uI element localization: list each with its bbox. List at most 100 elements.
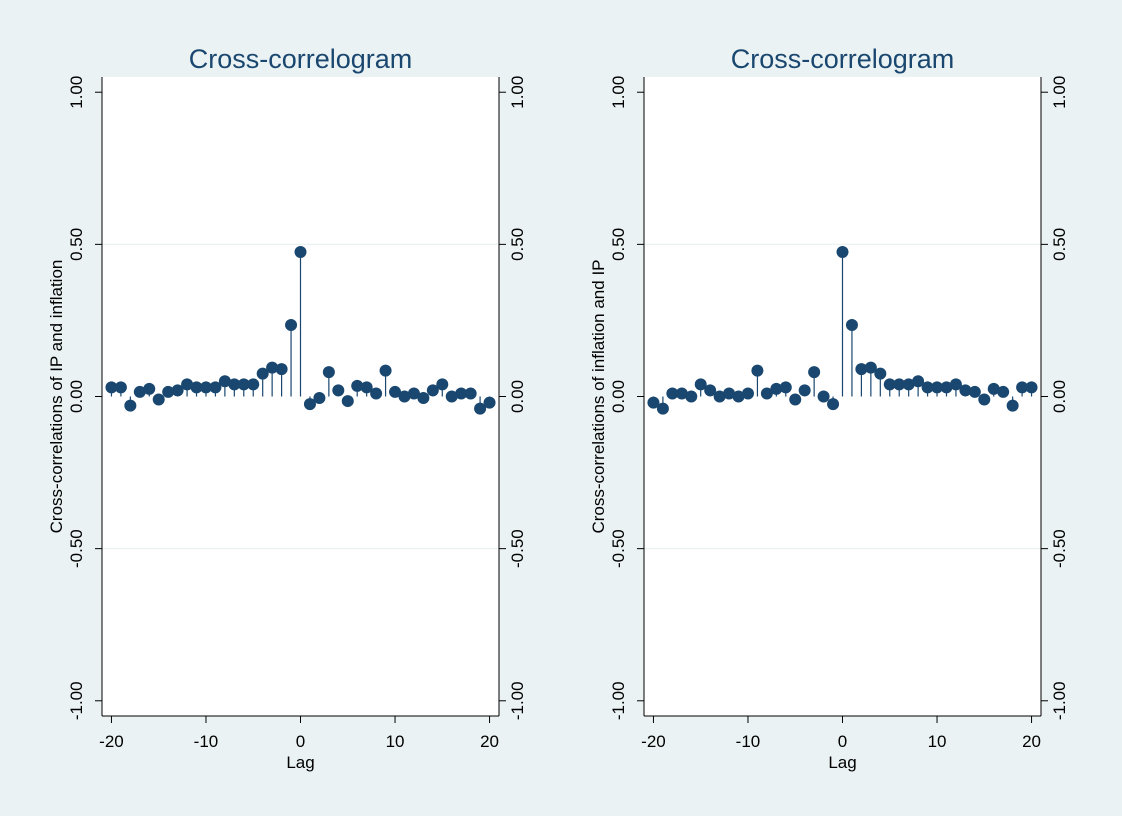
y-tick-label-right: -1.00 (508, 681, 527, 720)
data-point (332, 384, 345, 397)
data-point (1006, 399, 1019, 412)
data-point (370, 387, 383, 400)
y-tick-label-left: 0.00 (609, 380, 628, 413)
data-point (732, 390, 745, 403)
data-point (474, 402, 487, 415)
data-point (455, 387, 468, 400)
x-axis-title: Lag (828, 753, 856, 772)
y-tick-label-right: 0.50 (508, 228, 527, 261)
data-point (426, 384, 439, 397)
data-point (237, 378, 250, 391)
data-point (751, 364, 764, 377)
x-tick-label: 20 (1022, 732, 1041, 751)
data-point (190, 381, 203, 394)
data-point (171, 384, 184, 397)
chart-title: Cross-correlogram (731, 44, 955, 74)
y-tick-label-left: 0.50 (609, 228, 628, 261)
data-point (741, 387, 754, 400)
x-tick-label: -20 (641, 732, 666, 751)
data-point (256, 367, 269, 380)
data-point (407, 387, 420, 400)
x-tick-label: -10 (194, 732, 219, 751)
x-axis-title: Lag (286, 753, 314, 772)
y-tick-label-left: 1.00 (609, 76, 628, 109)
data-point (704, 384, 717, 397)
data-point (864, 361, 877, 374)
left-correlogram-panel: -1.00 -1.00 -0.50 -0.50 0.00 0.00 0.50 0.50 1.00… (47, 44, 527, 772)
data-point (713, 390, 726, 403)
y-tick-label-right: 1.00 (1050, 76, 1069, 109)
data-point (313, 392, 326, 405)
y-tick-label-right: -0.50 (508, 529, 527, 568)
data-point (874, 367, 887, 380)
data-point (1016, 381, 1029, 394)
data-point (445, 390, 458, 403)
data-point (228, 378, 241, 391)
data-point (114, 381, 127, 394)
y-tick-label-right: 1.00 (508, 76, 527, 109)
x-tick-label: 0 (838, 732, 847, 751)
data-point (247, 378, 260, 391)
data-point (162, 385, 175, 398)
data-point (855, 363, 868, 376)
data-point (341, 395, 354, 408)
data-point (351, 379, 364, 392)
data-point (464, 387, 477, 400)
data-point (436, 378, 449, 391)
data-point (181, 378, 194, 391)
right-correlogram-panel: -1.00 -1.00 -0.50 -0.50 0.00 0.00 0.50 0.50 1.00… (589, 44, 1069, 772)
data-point (836, 245, 849, 258)
data-point (827, 398, 840, 411)
data-point (294, 245, 307, 258)
x-tick-label: 10 (928, 732, 947, 751)
y-tick-label-left: -1.00 (609, 681, 628, 720)
data-point (389, 385, 402, 398)
data-point (921, 381, 934, 394)
data-point (218, 375, 231, 388)
data-point (133, 385, 146, 398)
y-tick-label-left: 0.00 (67, 380, 86, 413)
data-point (105, 381, 118, 394)
y-tick-label-right: -1.00 (1050, 681, 1069, 720)
y-tick-label-right: -0.50 (1050, 529, 1069, 568)
data-point (883, 378, 896, 391)
data-point (845, 318, 858, 331)
data-point (417, 392, 430, 405)
data-point (398, 390, 411, 403)
data-point (199, 381, 212, 394)
y-tick-label-right: 0.50 (1050, 228, 1069, 261)
x-tick-label: 0 (296, 732, 305, 751)
x-tick-label: -10 (736, 732, 761, 751)
data-point (940, 381, 953, 394)
y-tick-label-left: -0.50 (609, 529, 628, 568)
data-point (808, 366, 821, 379)
y-axis-title: Cross-correlations of inflation and IP (589, 259, 608, 533)
data-point (959, 384, 972, 397)
y-tick-label-left: 1.00 (67, 76, 86, 109)
data-point (483, 396, 496, 409)
y-axis-title: Cross-correlations of IP and inflation (47, 260, 66, 534)
data-point (360, 381, 373, 394)
data-point (760, 387, 773, 400)
data-point (931, 381, 944, 394)
data-point (685, 390, 698, 403)
data-point (275, 363, 288, 376)
data-point (770, 382, 783, 395)
data-point (997, 385, 1010, 398)
data-point (694, 378, 707, 391)
y-tick-label-right: 0.00 (508, 380, 527, 413)
x-tick-label: 20 (480, 732, 499, 751)
chart-title: Cross-correlogram (189, 44, 413, 74)
data-point (379, 364, 392, 377)
y-tick-label-left: 0.50 (67, 228, 86, 261)
y-tick-label-left: -0.50 (67, 529, 86, 568)
data-point (647, 396, 660, 409)
data-point (968, 385, 981, 398)
data-point (143, 382, 156, 395)
data-point (779, 381, 792, 394)
data-point (266, 361, 279, 374)
data-point (789, 393, 802, 406)
data-point (285, 318, 298, 331)
data-point (987, 382, 1000, 395)
